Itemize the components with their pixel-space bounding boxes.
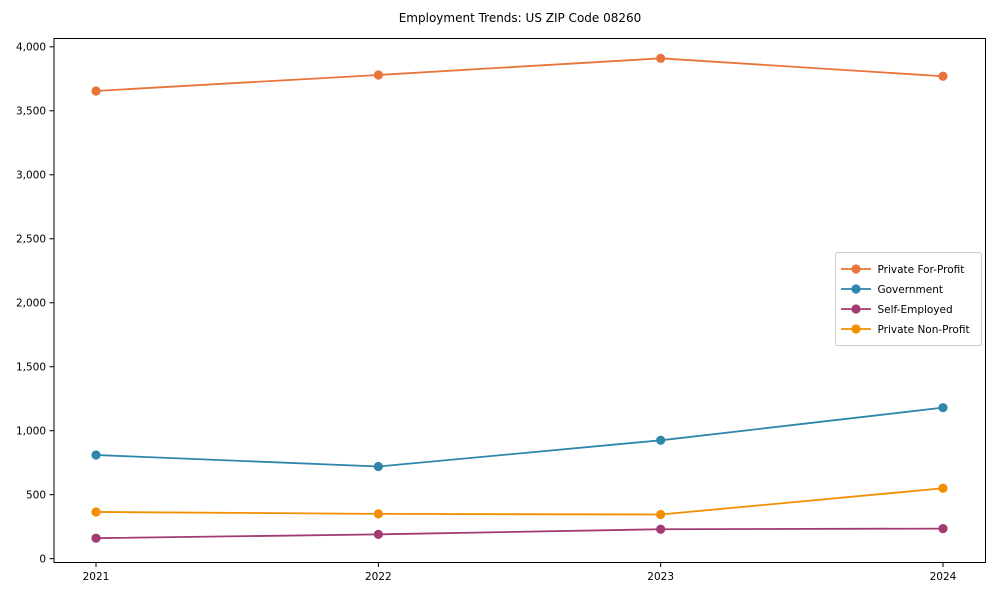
data-point-marker bbox=[938, 523, 948, 534]
y-tick-label: 0 bbox=[39, 553, 46, 565]
series-line bbox=[95, 527, 944, 540]
data-point-marker bbox=[656, 435, 666, 445]
x-tick-label: 2023 bbox=[647, 571, 674, 583]
y-tick-label: 4,000 bbox=[16, 42, 46, 54]
x-tick-label: 2022 bbox=[365, 571, 392, 583]
data-point-marker bbox=[91, 507, 101, 517]
data-point-marker bbox=[938, 483, 948, 493]
legend-label: Government bbox=[878, 284, 943, 296]
data-point-marker bbox=[373, 461, 383, 472]
data-point-marker bbox=[656, 509, 666, 520]
legend-item: Government bbox=[841, 284, 943, 296]
legend-label: Self-Employed bbox=[878, 304, 953, 316]
data-point-marker bbox=[373, 529, 383, 539]
data-point-marker bbox=[91, 533, 101, 543]
legend-item: Self-Employed bbox=[841, 304, 953, 316]
y-tick-label: 2,500 bbox=[16, 234, 46, 246]
y-tick-label: 500 bbox=[26, 489, 46, 501]
legend-marker bbox=[851, 264, 861, 274]
plot-border bbox=[53, 38, 986, 563]
legend-label: Private For-Profit bbox=[878, 264, 965, 276]
data-point-marker bbox=[656, 524, 666, 534]
y-tick-label: 2,000 bbox=[16, 298, 46, 310]
legend-box bbox=[835, 252, 982, 346]
data-point-marker bbox=[938, 71, 948, 81]
x-tick-label: 2021 bbox=[83, 571, 110, 583]
x-tick-label: 2024 bbox=[930, 571, 957, 583]
data-point-marker bbox=[656, 53, 666, 63]
data-point-marker bbox=[91, 450, 101, 460]
legend-label: Private Non-Profit bbox=[878, 324, 970, 336]
y-tick-label: 3,000 bbox=[16, 170, 46, 182]
legend-item: Private Non-Profit bbox=[841, 324, 970, 336]
legend-marker bbox=[851, 284, 861, 294]
legend-item: Private For-Profit bbox=[841, 264, 964, 276]
chart-title: Employment Trends: US ZIP Code 08260 bbox=[398, 11, 642, 25]
data-point-marker bbox=[91, 86, 101, 96]
legend-marker bbox=[851, 304, 861, 314]
legend: Private For-Profit Government Self-Employe… bbox=[835, 252, 982, 346]
y-tick-label: 1,500 bbox=[16, 362, 46, 374]
legend-marker bbox=[851, 324, 861, 334]
data-point-marker bbox=[938, 403, 948, 413]
series-line bbox=[95, 487, 944, 516]
y-tick-label: 3,500 bbox=[16, 106, 46, 118]
series-line bbox=[95, 57, 944, 92]
data-point-marker bbox=[373, 509, 383, 519]
data-point-marker bbox=[373, 70, 383, 80]
y-tick-label: 1,000 bbox=[16, 426, 46, 438]
series-line bbox=[95, 406, 944, 468]
